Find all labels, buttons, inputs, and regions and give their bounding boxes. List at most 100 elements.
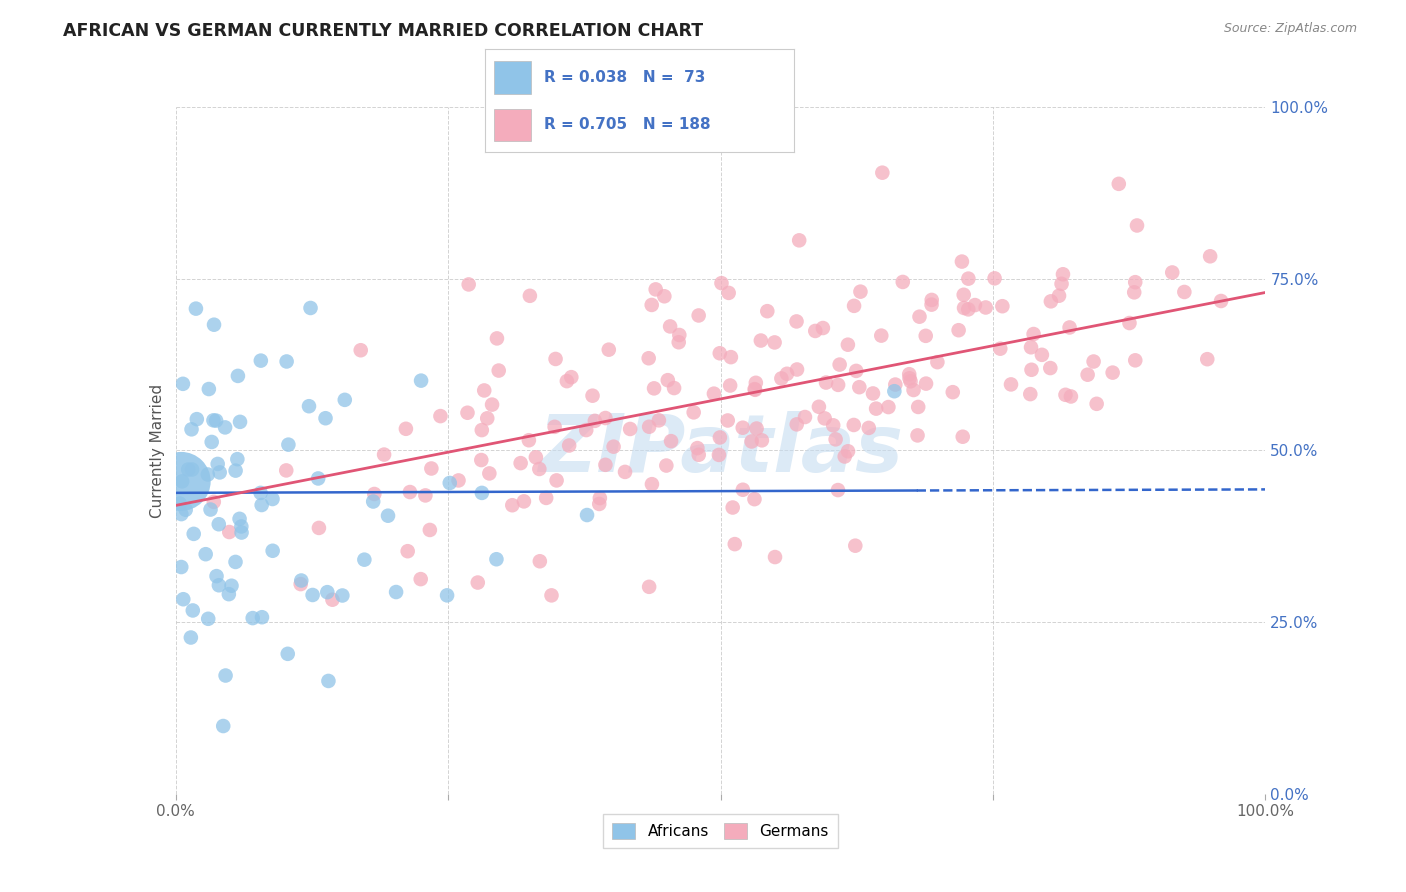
Point [174, 502, 197, 516]
Point [488, 363, 510, 377]
Point [1000, 377, 1022, 392]
Point [950, 254, 973, 268]
Point [226, 452, 249, 467]
Point [644, 282, 666, 296]
Point [807, 400, 830, 414]
Point [1054, 388, 1077, 402]
Point [907, 400, 929, 414]
Point [276, 354, 298, 368]
Point [731, 420, 754, 434]
Point [231, 525, 253, 540]
Point [637, 351, 659, 366]
Point [884, 377, 907, 392]
Point [709, 430, 731, 444]
Point [908, 310, 931, 324]
Point [749, 334, 772, 348]
Point [1209, 293, 1232, 308]
Point [298, 399, 321, 413]
Point [1019, 387, 1042, 401]
Point [1126, 219, 1149, 233]
Point [373, 448, 395, 462]
Point [907, 428, 929, 442]
Point [509, 456, 531, 470]
Point [837, 337, 859, 351]
Point [481, 398, 503, 412]
Point [756, 304, 779, 318]
Point [290, 574, 312, 588]
Point [576, 508, 599, 522]
Point [1031, 348, 1053, 362]
Point [333, 392, 356, 407]
Point [845, 364, 868, 378]
Point [849, 285, 872, 299]
Point [638, 419, 661, 434]
Point [837, 444, 859, 458]
Point [655, 458, 678, 473]
Point [226, 368, 249, 383]
Point [1039, 294, 1062, 309]
Point [543, 420, 565, 434]
Point [467, 575, 489, 590]
Point [250, 610, 273, 624]
Point [177, 462, 200, 476]
Point [870, 328, 893, 343]
Point [318, 673, 340, 688]
Point [872, 166, 894, 180]
Point [546, 474, 568, 488]
Point [595, 458, 617, 472]
Point [307, 471, 329, 485]
Point [598, 343, 620, 357]
Point [641, 298, 664, 312]
Point [363, 487, 385, 501]
Point [668, 328, 690, 343]
Point [170, 507, 193, 521]
Point [447, 474, 470, 488]
Point [900, 374, 922, 388]
Point [529, 554, 551, 568]
Point [583, 414, 606, 428]
Point [1047, 289, 1070, 303]
Point [301, 588, 323, 602]
Point [214, 668, 236, 682]
Point [842, 299, 865, 313]
Point [540, 588, 562, 602]
Point [198, 382, 221, 396]
Point [205, 414, 228, 428]
Point [1161, 265, 1184, 279]
Point [1118, 316, 1140, 330]
Point [823, 418, 845, 433]
Point [558, 438, 581, 452]
Point [415, 488, 437, 502]
Point [1123, 353, 1146, 368]
Point [218, 587, 240, 601]
Point [277, 647, 299, 661]
Point [952, 430, 974, 444]
Point [396, 544, 419, 558]
FancyBboxPatch shape [495, 62, 531, 95]
Text: ZIPatlas: ZIPatlas [538, 411, 903, 490]
Point [988, 342, 1011, 356]
Point [952, 287, 974, 301]
Point [1108, 177, 1130, 191]
Point [201, 434, 224, 449]
Point [834, 450, 856, 464]
Point [724, 537, 747, 551]
Point [787, 233, 810, 247]
Point [963, 298, 986, 312]
Point [858, 421, 880, 435]
Point [744, 383, 766, 397]
Point [249, 486, 271, 500]
Point [529, 462, 551, 476]
Point [953, 301, 976, 315]
Point [470, 453, 492, 467]
Point [202, 413, 225, 427]
Point [299, 301, 322, 315]
Point [921, 293, 943, 307]
Point [229, 415, 252, 429]
Point [202, 495, 225, 509]
Point [815, 376, 838, 390]
Point [957, 302, 980, 317]
Point [276, 463, 298, 477]
Point [534, 491, 557, 505]
Point [983, 271, 1005, 285]
